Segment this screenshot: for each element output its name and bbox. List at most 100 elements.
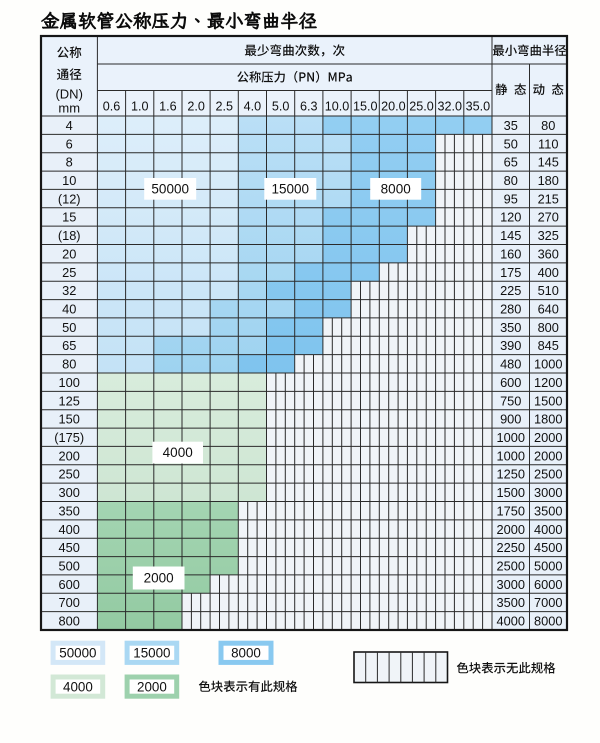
svg-text:1250: 1250 [497,467,525,482]
svg-text:4000: 4000 [63,679,93,694]
svg-text:2500: 2500 [534,467,562,482]
svg-text:20: 20 [62,246,76,261]
svg-text:480: 480 [500,357,521,372]
svg-text:145: 145 [538,155,559,170]
svg-text:145: 145 [500,228,521,243]
svg-text:510: 510 [538,283,559,298]
svg-text:1000: 1000 [497,430,525,445]
svg-text:1500: 1500 [534,393,562,408]
svg-text:350: 350 [59,503,80,518]
svg-text:50000: 50000 [59,646,96,661]
svg-text:3000: 3000 [534,485,562,500]
svg-text:1750: 1750 [497,503,525,518]
svg-text:225: 225 [500,283,521,298]
svg-text:300: 300 [59,485,80,500]
svg-text:350: 350 [500,320,521,335]
svg-text:2000: 2000 [534,430,562,445]
svg-text:450: 450 [59,540,80,555]
svg-text:35: 35 [504,118,518,133]
svg-text:1200: 1200 [534,375,562,390]
svg-text:7000: 7000 [534,595,562,610]
svg-text:2.5: 2.5 [215,100,233,114]
svg-text:1.0: 1.0 [131,100,149,114]
svg-text:40: 40 [62,302,76,317]
svg-text:(175): (175) [54,430,84,445]
svg-text:1000: 1000 [497,448,525,463]
svg-text:400: 400 [538,265,559,280]
svg-text:(12): (12) [58,191,81,206]
svg-text:3000: 3000 [497,577,525,592]
svg-text:(DN): (DN) [55,87,82,102]
svg-text:400: 400 [59,522,80,537]
svg-text:600: 600 [500,375,521,390]
svg-text:4500: 4500 [534,540,562,555]
svg-text:4.0: 4.0 [244,100,262,114]
svg-text:25.0: 25.0 [409,100,434,114]
svg-text:15000: 15000 [272,181,310,196]
svg-text:175: 175 [500,265,521,280]
svg-text:360: 360 [538,246,559,261]
svg-text:6: 6 [66,136,73,151]
svg-text:2.0: 2.0 [187,100,205,114]
svg-text:35.0: 35.0 [466,100,491,114]
svg-text:2250: 2250 [497,540,525,555]
svg-text:8000: 8000 [231,646,261,661]
svg-text:65: 65 [62,338,76,353]
svg-text:640: 640 [538,302,559,317]
svg-text:mm: mm [58,101,80,116]
svg-text:270: 270 [538,210,559,225]
svg-text:80: 80 [504,173,518,188]
svg-text:600: 600 [59,577,80,592]
svg-text:2000: 2000 [137,679,167,694]
svg-text:845: 845 [538,338,559,353]
svg-text:80: 80 [62,357,76,372]
svg-text:2000: 2000 [144,571,174,586]
svg-text:1800: 1800 [534,412,562,427]
svg-text:390: 390 [500,338,521,353]
svg-text:4000: 4000 [497,614,525,629]
svg-text:0.6: 0.6 [103,100,121,114]
svg-text:20.0: 20.0 [381,100,406,114]
svg-text:25: 25 [62,265,76,280]
svg-text:80: 80 [541,118,555,133]
svg-text:180: 180 [538,173,559,188]
svg-text:4000: 4000 [163,445,193,460]
svg-text:50000: 50000 [151,181,189,196]
svg-text:750: 750 [500,393,521,408]
svg-text:15000: 15000 [133,646,170,661]
svg-text:100: 100 [59,375,80,390]
svg-text:8: 8 [66,155,73,170]
svg-text:10.0: 10.0 [325,100,350,114]
svg-text:15: 15 [62,210,76,225]
svg-text:200: 200 [59,448,80,463]
svg-text:325: 325 [538,228,559,243]
svg-text:125: 125 [59,393,80,408]
svg-text:4000: 4000 [534,522,562,537]
svg-text:110: 110 [538,136,558,151]
svg-text:6000: 6000 [534,577,562,592]
svg-text:8000: 8000 [381,181,411,196]
svg-text:(18): (18) [58,228,81,243]
svg-text:10: 10 [62,173,76,188]
svg-text:1500: 1500 [497,485,525,500]
svg-text:800: 800 [538,320,559,335]
svg-text:900: 900 [500,412,521,427]
svg-text:32.0: 32.0 [437,100,462,114]
svg-text:15.0: 15.0 [353,100,378,114]
svg-text:500: 500 [59,559,80,574]
svg-text:800: 800 [59,614,80,629]
svg-text:65: 65 [504,155,518,170]
svg-text:3500: 3500 [497,595,525,610]
svg-text:6.3: 6.3 [300,100,318,114]
svg-text:5.0: 5.0 [272,100,290,114]
svg-text:160: 160 [500,246,521,261]
svg-text:280: 280 [500,302,521,317]
svg-text:95: 95 [504,191,518,206]
svg-text:2000: 2000 [497,522,525,537]
svg-text:1000: 1000 [534,357,562,372]
svg-text:250: 250 [59,467,80,482]
svg-text:1.6: 1.6 [159,100,177,114]
svg-text:150: 150 [59,412,80,427]
svg-text:700: 700 [59,595,80,610]
svg-text:3500: 3500 [534,503,562,518]
